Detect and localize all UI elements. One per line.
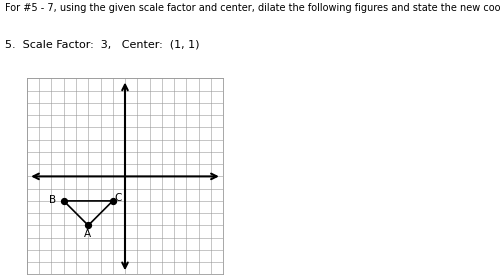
Text: A: A (84, 229, 90, 239)
Point (109, 199, 117, 203)
Text: For #5 - 7, using the given scale factor and center, dilate the following figure: For #5 - 7, using the given scale factor… (5, 3, 500, 13)
Point (84, 223, 92, 228)
Text: B: B (49, 195, 56, 205)
Text: 5.  Scale Factor:  3,   Center:  (1, 1): 5. Scale Factor: 3, Center: (1, 1) (5, 39, 200, 49)
Point (60, 199, 68, 203)
Text: C: C (114, 193, 122, 204)
